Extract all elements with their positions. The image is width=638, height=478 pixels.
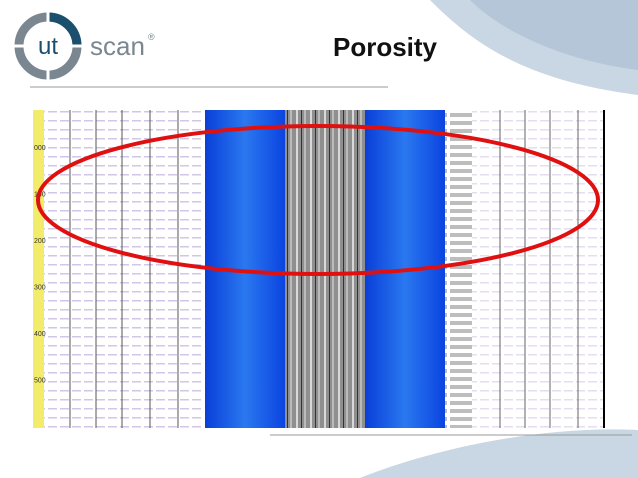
logo-mark: ® bbox=[148, 32, 155, 42]
depth-label: 300 bbox=[34, 285, 46, 292]
slide-title: Porosity bbox=[333, 32, 438, 62]
depth-label: 500 bbox=[34, 378, 46, 385]
depth-label: 000 bbox=[34, 145, 46, 152]
logo: ut scan ® bbox=[14, 12, 155, 80]
depth-label: 400 bbox=[34, 331, 46, 338]
highlight-ellipse bbox=[36, 124, 600, 276]
logo-short: ut bbox=[38, 33, 58, 60]
depth-label: 200 bbox=[34, 238, 46, 245]
logo-word: scan bbox=[90, 31, 145, 61]
decoration bbox=[360, 0, 638, 478]
